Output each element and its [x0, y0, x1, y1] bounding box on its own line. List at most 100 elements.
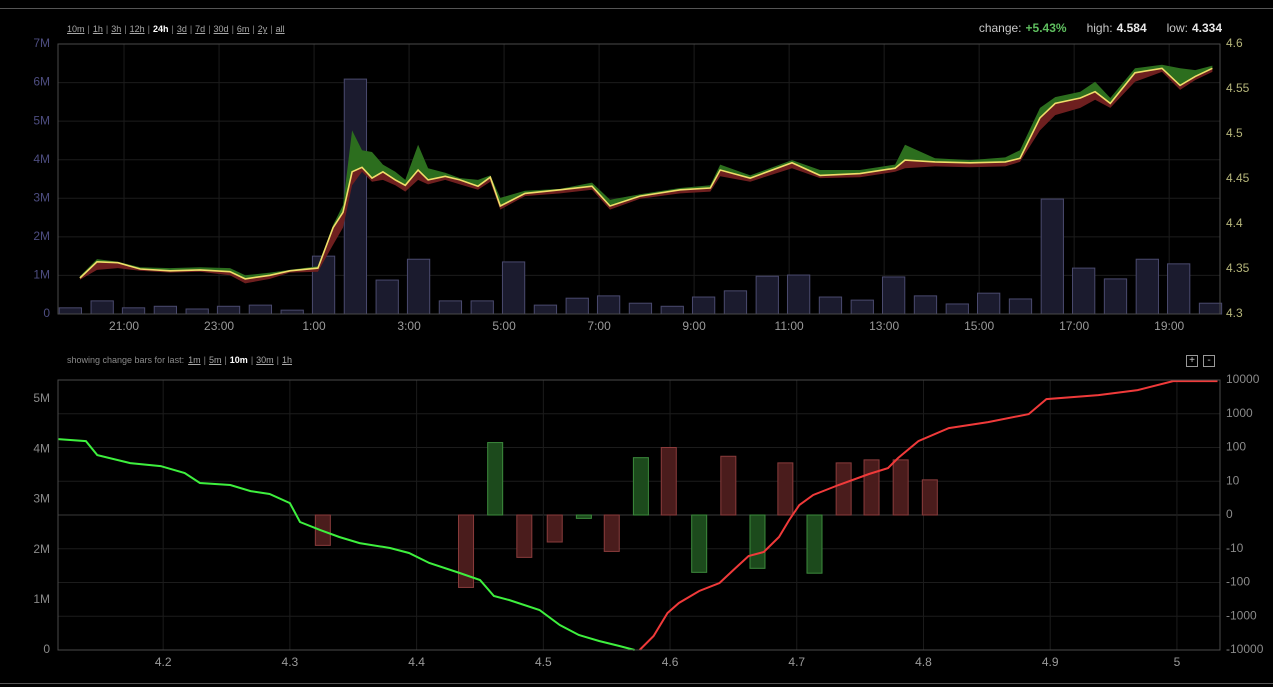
stat-label: low: [1166, 21, 1188, 35]
separator: | [252, 24, 255, 34]
change-bar [516, 514, 533, 558]
y-tick-label: 2M [33, 229, 50, 243]
stat-label: change: [978, 21, 1022, 35]
separator: | [276, 355, 280, 365]
volume-bar [881, 276, 906, 315]
zoom-button[interactable]: + [1186, 355, 1198, 367]
range-link[interactable]: 30m [256, 355, 274, 365]
volume-bar [850, 299, 874, 315]
x-tick-label: 19:00 [1154, 319, 1184, 333]
volume-bar [786, 274, 811, 315]
separator: | [87, 24, 90, 34]
y-tick-label: 5M [33, 113, 50, 127]
y2-tick-label: -10 [1226, 541, 1244, 555]
stat-value: +5.43% [1025, 21, 1067, 35]
change-bar [921, 479, 938, 516]
volume-bar [723, 290, 748, 315]
price-line [79, 67, 1213, 280]
y2-tick-label: 4.45 [1226, 171, 1250, 185]
y2-tick-label: 4.35 [1226, 261, 1250, 275]
x-tick-label: 4.6 [662, 655, 679, 669]
y2-tick-label: -1000 [1226, 608, 1257, 622]
y-tick-label: 3M [33, 190, 50, 204]
change-bar [749, 514, 766, 569]
volume-bar [185, 308, 209, 315]
volume-bar [375, 279, 399, 315]
range-link[interactable]: 1h [282, 355, 293, 365]
volume-bar [1040, 198, 1064, 315]
bids-line [57, 438, 635, 651]
change-bar [546, 514, 563, 543]
separator: | [189, 24, 193, 34]
volume-bar [1103, 278, 1128, 315]
x-tick-label: 23:00 [204, 319, 234, 333]
volume-bar [596, 295, 621, 315]
range-link[interactable]: 5m [208, 355, 222, 365]
range-link[interactable]: 3d [176, 24, 187, 34]
x-tick-label: 7:00 [587, 319, 611, 333]
x-tick-label: 4.2 [155, 655, 172, 669]
volume-bar [311, 255, 336, 315]
y2-tick-label: -100 [1226, 575, 1250, 589]
x-tick-label: 5 [1174, 655, 1181, 669]
range-link[interactable]: 1m [188, 355, 201, 365]
x-tick-label: 1:00 [302, 319, 326, 333]
range-link[interactable]: 12h [129, 24, 145, 34]
separator: | [147, 24, 150, 34]
separator: | [270, 24, 273, 34]
y2-tick-label: 4.3 [1226, 306, 1243, 320]
y2-tick-label: 100 [1226, 440, 1246, 454]
separator: | [224, 355, 227, 365]
volume-bar [501, 261, 526, 315]
x-tick-label: 9:00 [682, 319, 706, 333]
x-tick-label: 3:00 [397, 319, 421, 333]
x-tick-label: 17:00 [1059, 319, 1089, 333]
volume-bar [1008, 298, 1033, 315]
range-link[interactable]: 6m [236, 24, 250, 34]
x-tick-label: 5:00 [492, 319, 516, 333]
range-link[interactable]: 1h [92, 24, 103, 34]
change-bar [691, 514, 708, 573]
range-link[interactable]: 24h [152, 24, 169, 34]
zoom-buttons: + - [1186, 355, 1215, 367]
x-tick-label: 4.5 [535, 655, 552, 669]
range-link[interactable]: 7d [195, 24, 206, 34]
range-link[interactable]: 10m [229, 355, 248, 365]
stat-value: 4.334 [1191, 21, 1222, 35]
volume-bar [818, 296, 843, 315]
change-bar [575, 514, 592, 519]
change-bar-toolbar: showing change bars for last: 1m | 5m | 10m | 3… [67, 355, 292, 365]
high-band [79, 64, 1213, 279]
x-tick-label: 4.7 [788, 655, 805, 669]
y2-tick-label: -10000 [1226, 642, 1264, 656]
volume-bar [565, 297, 589, 315]
range-link[interactable]: 10m [67, 24, 85, 34]
volume-bar [406, 258, 431, 315]
range-link[interactable]: 30d [213, 24, 229, 34]
y2-tick-label: 1000 [1226, 406, 1253, 420]
volume-bar [1198, 302, 1223, 315]
volume-bar [153, 305, 178, 315]
change-bar [660, 447, 677, 516]
range-link[interactable]: all [275, 24, 285, 34]
change-bar [892, 459, 909, 516]
y-tick-label: 0 [43, 642, 50, 656]
change-bar [720, 455, 737, 516]
x-tick-label: 4.8 [915, 655, 932, 669]
range-link[interactable]: 2y [257, 24, 268, 34]
change-bar [806, 514, 823, 574]
volume-bar [58, 307, 82, 315]
x-tick-label: 11:00 [775, 319, 804, 333]
y2-tick-label: 10000 [1226, 372, 1260, 386]
volume-bar [913, 295, 938, 315]
separator: | [250, 355, 254, 365]
change-bar [458, 514, 475, 588]
range-link[interactable]: 3h [111, 24, 122, 34]
volume-bar [1072, 267, 1096, 315]
y-tick-label: 7M [33, 36, 50, 50]
change-bar [863, 459, 880, 516]
stats: change: +5.43% high: 4.584 low: 4.334 [959, 21, 1222, 35]
y-tick-label: 5M [33, 391, 50, 405]
zoom-button[interactable]: - [1203, 355, 1215, 367]
